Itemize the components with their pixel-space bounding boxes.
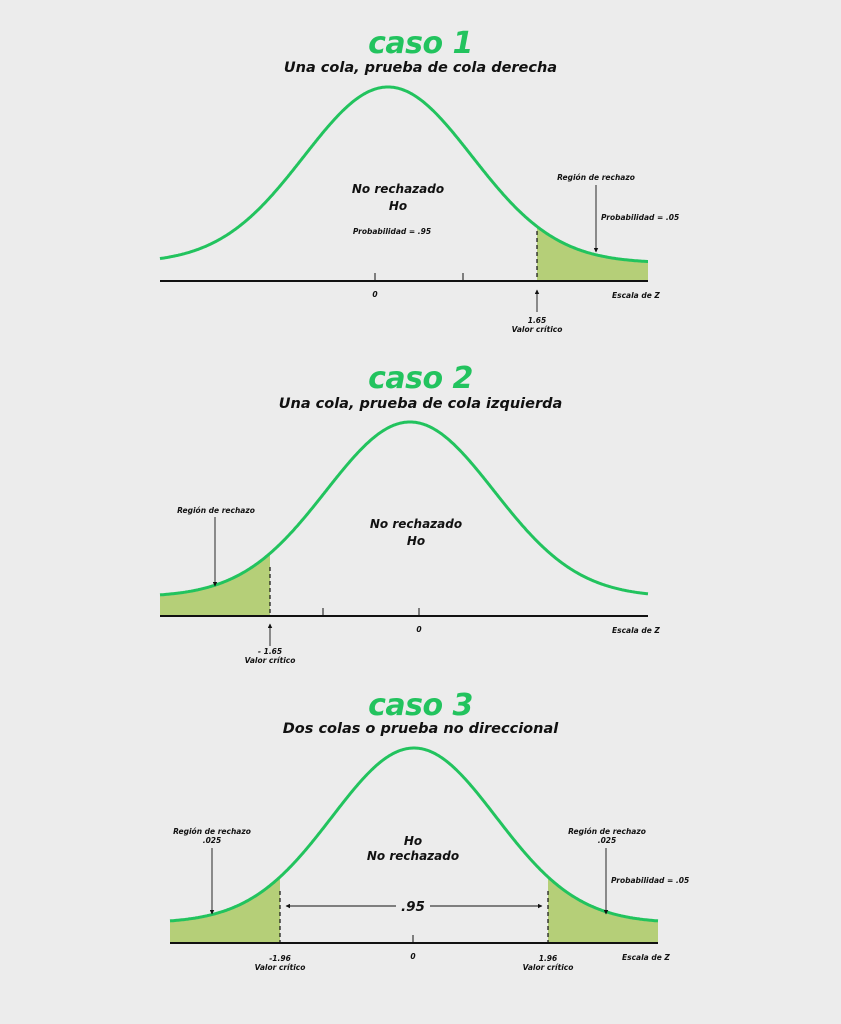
case-3-center-text-2: No rechazado bbox=[367, 849, 459, 863]
case-3-right-critical-label: Valor crítico bbox=[523, 963, 574, 972]
case-1-diagram: No rechazado Ho Probabilidad = .95 Regió… bbox=[159, 85, 679, 334]
case-3-region-prob: Probabilidad = .05 bbox=[611, 876, 689, 885]
case-1-critical-value: 1.65 bbox=[528, 316, 547, 325]
case-3-zero-label: 0 bbox=[410, 952, 415, 961]
case-3-right-region-label: Región de rechazo bbox=[568, 827, 646, 836]
case-1-center-text-1: No rechazado bbox=[352, 182, 444, 196]
case-2-scale-label: Escala de Z bbox=[612, 626, 660, 635]
case-1-subtitle: Una cola, prueba de cola derecha bbox=[283, 60, 558, 76]
case-3-scale-label: Escala de Z bbox=[622, 953, 670, 962]
case-1-scale-label: Escala de Z bbox=[612, 291, 660, 300]
case-2-center-text-1: No rechazado bbox=[370, 517, 462, 531]
case-3-title: caso 3 bbox=[368, 688, 473, 723]
case-3-diagram: Ho No rechazado .95 Región de rechazo .0… bbox=[169, 746, 689, 972]
case-2-title: caso 2 bbox=[368, 361, 473, 396]
case-1-critical-label: Valor crítico bbox=[512, 325, 563, 334]
case-3-right-rejection-area bbox=[548, 877, 658, 943]
case-2-left-rejection-area bbox=[160, 553, 270, 616]
case-3-right-critical-value: 1.96 bbox=[539, 954, 558, 963]
case-1-title: caso 1 bbox=[368, 26, 473, 61]
case-2-region-label: Región de rechazo bbox=[177, 506, 255, 515]
case-3-middle-prob: .95 bbox=[401, 899, 425, 915]
case-2-center-text-2: Ho bbox=[407, 534, 425, 548]
case-1-right-rejection-area bbox=[537, 226, 648, 281]
case-1-region-prob: Probabilidad = .05 bbox=[601, 213, 679, 222]
case-2-critical-value: - 1.65 bbox=[258, 647, 282, 656]
case-2-zero-label: 0 bbox=[416, 625, 421, 634]
case-1-zero-label: 0 bbox=[372, 290, 377, 299]
case-2-curve bbox=[159, 420, 649, 597]
case-3-left-region-label: Región de rechazo bbox=[173, 827, 251, 836]
case-3-left-critical-label: Valor crítico bbox=[255, 963, 306, 972]
case-2-diagram: No rechazado Ho Región de rechazo 0 Esca… bbox=[159, 420, 660, 665]
case-3-center-text-1: Ho bbox=[404, 834, 422, 848]
case-1-center-prob: Probabilidad = .95 bbox=[353, 227, 431, 236]
case-3-subtitle: Dos colas o prueba no direccional bbox=[282, 721, 559, 737]
case-2-critical-label: Valor crítico bbox=[245, 656, 296, 665]
case-1-center-text-2: Ho bbox=[389, 199, 407, 213]
case-1-curve bbox=[159, 85, 648, 263]
case-3-left-region-value: .025 bbox=[203, 836, 222, 845]
case-3-left-rejection-area bbox=[170, 877, 280, 943]
case-3-curve bbox=[169, 746, 659, 923]
case-1-region-label: Región de rechazo bbox=[557, 173, 635, 182]
case-3-left-critical-value: -1.96 bbox=[269, 954, 291, 963]
case-3-right-region-value: .025 bbox=[598, 836, 617, 845]
case-2-subtitle: Una cola, prueba de cola izquierda bbox=[278, 396, 563, 412]
